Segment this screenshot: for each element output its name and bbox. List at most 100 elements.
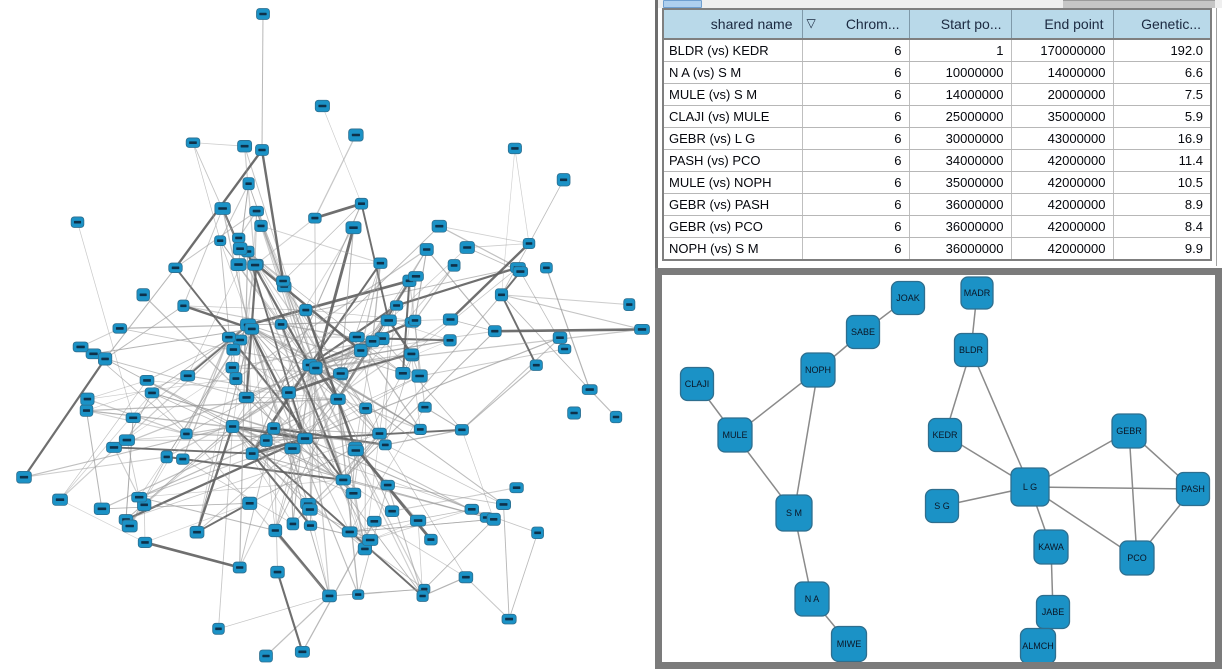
filter-icon[interactable]: ▽ — [806, 16, 816, 30]
network-edge[interactable] — [414, 320, 421, 377]
network-edge[interactable] — [129, 456, 168, 527]
network-edge[interactable] — [354, 341, 374, 448]
network-edge[interactable] — [461, 364, 537, 431]
network-node[interactable] — [176, 453, 190, 465]
detail-network-canvas[interactable]: JOAK MADR SABE NOPH CLAJI BLDR MULE KEDR GEBR L G… — [662, 275, 1215, 665]
network-edge[interactable] — [151, 392, 274, 429]
network-node[interactable] — [352, 589, 365, 600]
network-node[interactable] — [330, 393, 346, 405]
network-edge[interactable] — [251, 437, 306, 455]
network-edge[interactable] — [195, 426, 234, 533]
network-node[interactable] — [237, 140, 253, 153]
network-node[interactable] — [144, 387, 160, 399]
network-edge[interactable] — [391, 487, 517, 512]
network-edge[interactable] — [280, 324, 345, 481]
network-edge[interactable] — [246, 251, 306, 439]
network-node[interactable] — [118, 434, 135, 446]
network-edge[interactable] — [113, 447, 140, 498]
network-edge[interactable] — [104, 267, 176, 360]
network-node[interactable] — [380, 314, 397, 327]
network-edge[interactable] — [113, 367, 233, 448]
scrollbar-segment[interactable] — [1063, 0, 1215, 8]
network-node[interactable] — [372, 427, 387, 440]
network-node[interactable] — [226, 343, 241, 356]
column-header-chromosome[interactable]: ▽ Chrom... — [802, 9, 910, 40]
network-node[interactable] — [373, 257, 388, 269]
network-edge[interactable] — [59, 499, 146, 543]
cell-value[interactable]: 43000000 — [1011, 127, 1114, 150]
network-node[interactable] — [384, 505, 400, 517]
network-edge[interactable] — [388, 320, 451, 341]
network-node[interactable] — [85, 348, 102, 360]
network-node[interactable] — [443, 334, 457, 347]
network-edge[interactable] — [144, 541, 241, 569]
network-edge[interactable] — [249, 446, 356, 504]
table-row[interactable]: N A (vs) S M 6 10000000 14000000 6.6 — [663, 61, 1212, 84]
network-node[interactable] — [232, 242, 248, 256]
network-node[interactable] — [238, 391, 255, 404]
network-edge[interactable] — [514, 148, 530, 244]
network-edge[interactable] — [23, 425, 233, 478]
network-edge[interactable] — [545, 267, 591, 390]
network-edge[interactable] — [233, 349, 290, 393]
network-node[interactable] — [303, 520, 318, 531]
network-node[interactable] — [322, 589, 337, 603]
node-shape[interactable] — [794, 581, 830, 617]
network-node[interactable] — [106, 441, 122, 453]
network-edge[interactable] — [243, 146, 256, 266]
network-node[interactable] — [395, 366, 411, 380]
graph-node[interactable]: PASH — [1175, 471, 1211, 507]
network-node[interactable] — [259, 649, 273, 663]
cell-value[interactable]: 11.4 — [1113, 149, 1212, 172]
network-edge[interactable] — [239, 251, 249, 568]
network-edge[interactable] — [358, 588, 425, 595]
network-edge[interactable] — [85, 410, 103, 509]
network-edge[interactable] — [247, 251, 404, 374]
network-node[interactable] — [531, 526, 544, 540]
network-node[interactable] — [112, 323, 128, 334]
network-edge[interactable] — [255, 264, 282, 325]
network-node[interactable] — [345, 487, 362, 499]
network-node[interactable] — [232, 232, 246, 244]
node-shape[interactable] — [1035, 594, 1071, 630]
network-edge[interactable] — [166, 455, 344, 481]
network-edge[interactable] — [282, 203, 362, 282]
network-edge[interactable] — [314, 202, 362, 220]
network-edge[interactable] — [87, 380, 148, 400]
network-node[interactable] — [299, 303, 313, 317]
cell-value[interactable]: 36000000 — [909, 215, 1012, 238]
network-edge[interactable] — [274, 398, 339, 531]
network-edge[interactable] — [101, 502, 250, 510]
network-edge[interactable] — [125, 433, 380, 521]
cell-value[interactable]: 36000000 — [909, 237, 1012, 261]
cell-value[interactable]: 35000000 — [909, 171, 1012, 194]
network-edge[interactable] — [232, 367, 293, 449]
cell-value[interactable]: 5.9 — [1113, 105, 1212, 128]
network-node[interactable] — [365, 335, 380, 348]
network-edge[interactable] — [251, 328, 276, 531]
network-edge[interactable] — [104, 305, 184, 360]
network-node[interactable] — [408, 271, 424, 282]
network-edge[interactable] — [126, 440, 140, 498]
network-edge[interactable] — [166, 349, 234, 458]
graph-node[interactable]: JOAK — [890, 280, 926, 316]
node-shape[interactable] — [775, 494, 813, 532]
network-node[interactable] — [125, 412, 141, 424]
network-node[interactable] — [255, 144, 269, 156]
column-header-genetic[interactable]: Genetic... — [1113, 9, 1212, 40]
network-edge[interactable] — [138, 439, 267, 498]
network-edge[interactable] — [274, 529, 331, 597]
cell-value[interactable]: 6 — [802, 39, 910, 62]
network-edge[interactable] — [182, 458, 294, 525]
network-edge[interactable] — [349, 407, 426, 533]
network-node[interactable] — [189, 525, 205, 539]
network-edge[interactable] — [218, 595, 330, 630]
cell-shared-name[interactable]: N A (vs) S M — [663, 61, 803, 84]
table-row[interactable]: NOPH (vs) S M 6 36000000 42000000 9.9 — [663, 237, 1212, 261]
network-edge[interactable] — [182, 208, 224, 306]
network-edge[interactable] — [461, 429, 494, 520]
network-node[interactable] — [131, 491, 148, 503]
network-edge[interactable] — [304, 398, 339, 439]
network-node[interactable] — [362, 534, 379, 546]
network-edge[interactable] — [343, 479, 393, 512]
